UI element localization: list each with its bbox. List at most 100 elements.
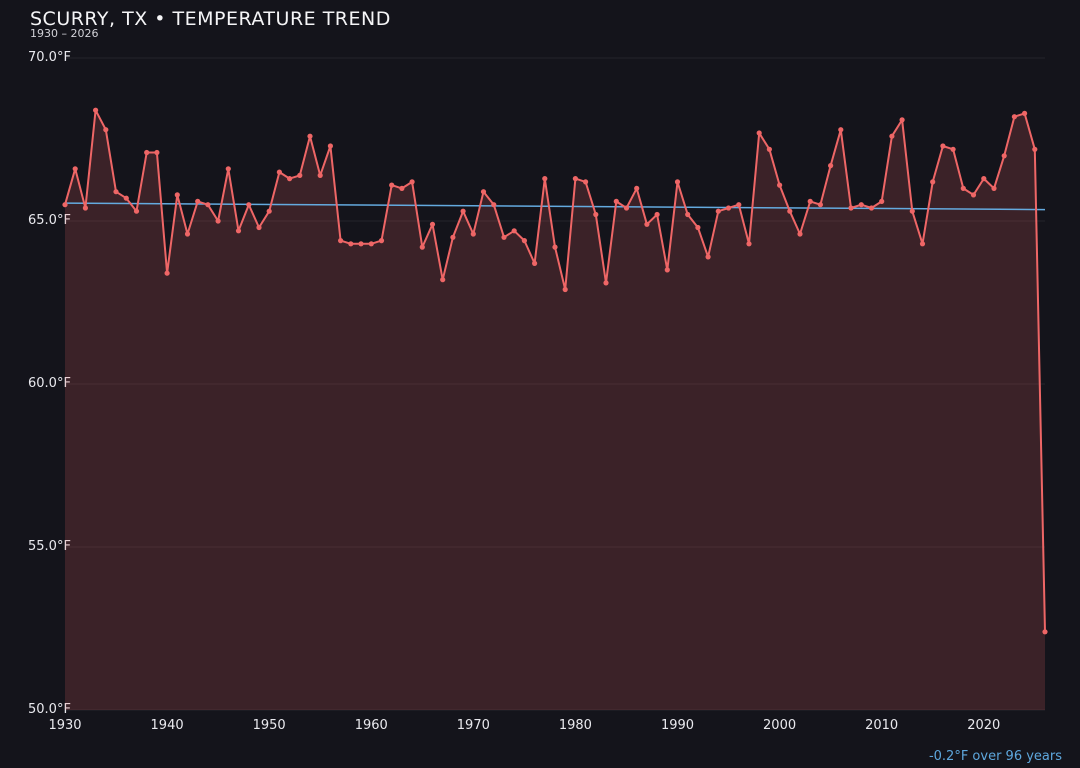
data-point (879, 198, 885, 204)
data-point (930, 179, 936, 185)
data-point (848, 205, 854, 211)
data-point (103, 127, 109, 133)
page-title: SCURRY, TX • TEMPERATURE TREND (30, 8, 391, 30)
data-point (297, 172, 303, 178)
data-point (807, 198, 813, 204)
data-point (532, 260, 538, 266)
y-tick-label: 65.0°F (28, 213, 71, 228)
data-point (572, 176, 579, 182)
data-point (154, 149, 160, 156)
data-point (664, 267, 670, 273)
data-point (858, 202, 864, 208)
data-point (246, 202, 252, 208)
data-point (1022, 110, 1028, 116)
data-point (256, 224, 262, 231)
data-point (593, 211, 599, 218)
y-tick-label: 50.0°F (28, 702, 71, 717)
data-point (72, 166, 78, 172)
data-point (766, 146, 773, 152)
data-point (705, 254, 711, 260)
data-point (195, 198, 201, 204)
data-point (317, 172, 323, 178)
data-point (828, 163, 834, 169)
data-point (368, 241, 374, 247)
data-point (399, 185, 405, 191)
y-tick-label: 70.0°F (28, 50, 71, 65)
data-point (470, 231, 476, 237)
data-point (521, 238, 528, 244)
data-point (358, 241, 364, 247)
x-tick-label: 1980 (559, 718, 592, 733)
data-point (1042, 629, 1048, 635)
data-point (725, 205, 732, 211)
x-tick-label: 2000 (763, 718, 796, 733)
data-point (62, 202, 68, 208)
data-point (674, 179, 681, 185)
data-point (542, 176, 548, 182)
data-point (644, 221, 650, 227)
data-point (164, 270, 170, 276)
data-point (623, 205, 630, 211)
data-point (440, 277, 446, 283)
data-point (715, 208, 721, 214)
data-point (695, 224, 701, 231)
data-point (838, 127, 844, 133)
data-point (133, 208, 140, 214)
data-point (736, 202, 742, 208)
data-point (429, 221, 436, 227)
data-point (552, 244, 558, 250)
x-tick-label: 1960 (355, 718, 388, 733)
x-tick-label: 1970 (457, 718, 490, 733)
data-point (450, 234, 456, 240)
data-point (613, 198, 619, 204)
data-point (144, 149, 150, 156)
data-point (899, 117, 905, 123)
data-point (960, 185, 966, 191)
data-point (287, 176, 293, 182)
data-point (634, 185, 640, 191)
x-tick-label: 2020 (967, 718, 1000, 733)
x-tick-label: 1940 (151, 718, 184, 733)
x-tick-label: 1950 (253, 718, 286, 733)
x-tick-label: 1990 (661, 718, 694, 733)
data-point (184, 231, 191, 237)
data-point (868, 205, 875, 211)
data-point (940, 143, 946, 149)
data-point (562, 286, 568, 293)
data-point (93, 107, 99, 113)
y-tick-label: 60.0°F (28, 376, 71, 391)
data-point (419, 244, 425, 250)
data-point (225, 166, 231, 172)
data-point (1001, 153, 1007, 159)
data-point (389, 182, 395, 188)
data-point (276, 169, 282, 175)
data-point (685, 211, 691, 218)
page-subtitle: 1930 – 2026 (30, 27, 99, 40)
data-point (491, 202, 497, 208)
data-point (266, 208, 272, 214)
data-point (409, 179, 415, 185)
data-point (1011, 114, 1018, 120)
data-point (970, 192, 977, 198)
data-point (746, 241, 752, 247)
data-point (756, 130, 762, 136)
data-point (307, 133, 313, 139)
data-point (950, 146, 956, 152)
data-point (480, 189, 487, 195)
data-point (460, 208, 466, 214)
data-point (991, 185, 997, 191)
data-point (327, 143, 333, 149)
series-area-fill (65, 110, 1045, 710)
x-tick-label: 2010 (865, 718, 898, 733)
trend-summary-note: -0.2°F over 96 years (928, 749, 1062, 764)
data-point (654, 211, 660, 218)
data-point (205, 202, 211, 208)
data-point (174, 192, 180, 198)
x-tick-label: 1930 (48, 718, 81, 733)
data-point (777, 182, 783, 188)
trend-line (64, 202, 1046, 211)
y-tick-label: 55.0°F (28, 539, 71, 554)
data-point (123, 195, 129, 201)
